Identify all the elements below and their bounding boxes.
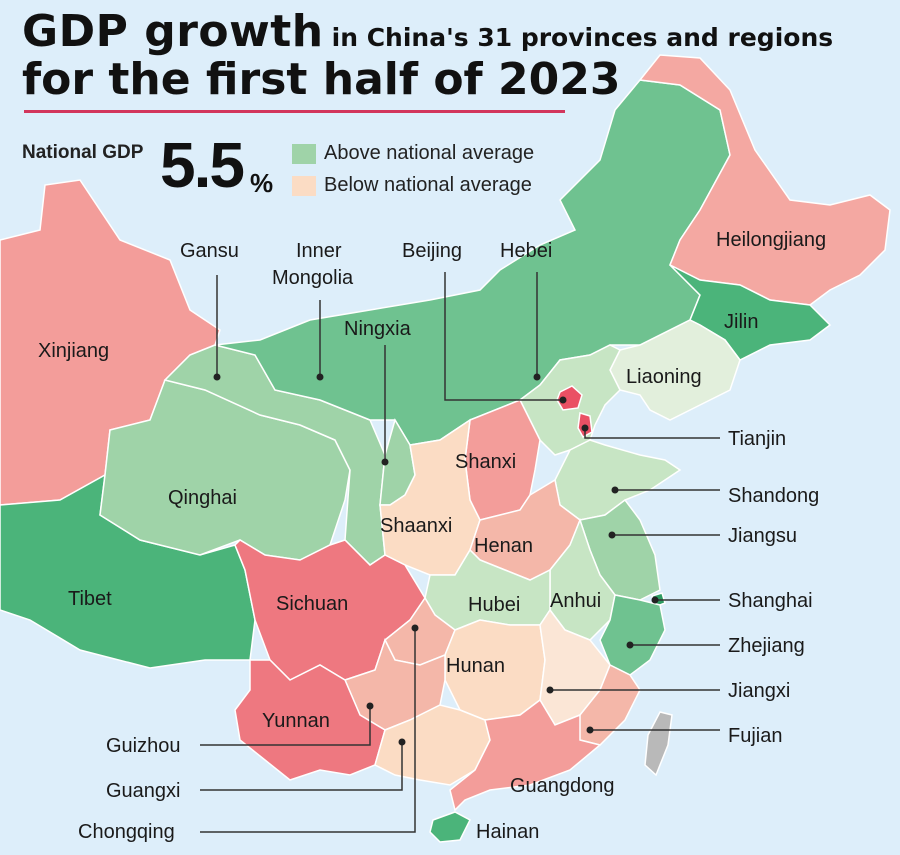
title-line2: for the first half of 2023 — [22, 54, 621, 105]
label-liaoning: Liaoning — [626, 366, 702, 388]
label-inner-mongolia-line2: Mongolia — [272, 267, 354, 289]
region-heilongjiang — [638, 54, 891, 306]
label-hainan: Hainan — [476, 821, 539, 843]
label-guizhou: Guizhou — [106, 735, 181, 757]
national-gdp-unit: % — [250, 168, 274, 198]
region-hainan — [429, 811, 471, 843]
label-qinghai: Qinghai — [168, 487, 237, 509]
label-hunan: Hunan — [446, 655, 505, 677]
label-fujian: Fujian — [728, 725, 782, 747]
label-sichuan: Sichuan — [276, 593, 348, 615]
label-shandong: Shandong — [728, 485, 819, 507]
label-heilongjiang: Heilongjiang — [716, 229, 826, 251]
title-underline — [24, 110, 565, 113]
region-taiwan — [644, 711, 673, 777]
label-shanxi: Shanxi — [455, 451, 516, 473]
label-shaanxi: Shaanxi — [380, 515, 452, 537]
legend-above-text: Above national average — [324, 142, 535, 164]
title-sub: in China's 31 provinces and regions — [331, 23, 834, 52]
label-hebei: Hebei — [500, 240, 552, 262]
label-gansu: Gansu — [180, 240, 239, 262]
region-zhejiang — [599, 594, 666, 676]
national-gdp-value: 5.5 — [160, 129, 245, 201]
label-hubei: Hubei — [468, 594, 520, 616]
legend-swatch-below — [292, 176, 316, 196]
label-inner-mongolia-line1: Inner — [296, 240, 342, 262]
region-yunnan — [234, 659, 386, 781]
label-ningxia: Ningxia — [344, 318, 412, 340]
label-tibet: Tibet — [68, 588, 112, 610]
label-xinjiang: Xinjiang — [38, 340, 109, 362]
region-qinghai — [99, 379, 351, 561]
legend-below-text: Below national average — [324, 174, 532, 196]
leader-lines — [200, 272, 720, 833]
leader-dots — [213, 373, 659, 746]
label-chongqing: Chongqing — [78, 821, 175, 843]
label-guangdong: Guangdong — [510, 775, 615, 797]
label-yunnan: Yunnan — [262, 710, 330, 732]
label-zhejiang: Zhejiang — [728, 635, 805, 657]
label-shanghai: Shanghai — [728, 590, 813, 612]
label-tianjin: Tianjin — [728, 428, 786, 450]
label-jiangxi: Jiangxi — [728, 680, 790, 702]
legend-swatch-above — [292, 144, 316, 164]
region-guangdong — [449, 698, 602, 812]
title-line1: GDP growth in China's 31 provinces and re… — [22, 6, 833, 57]
label-henan: Henan — [474, 535, 533, 557]
national-gdp-label: National GDP — [22, 142, 144, 163]
label-jilin: Jilin — [724, 311, 758, 333]
title-main: GDP growth — [22, 6, 324, 57]
label-anhui: Anhui — [550, 590, 601, 612]
label-beijing: Beijing — [402, 240, 462, 262]
label-jiangsu: Jiangsu — [728, 525, 797, 547]
label-guangxi: Guangxi — [106, 780, 181, 802]
